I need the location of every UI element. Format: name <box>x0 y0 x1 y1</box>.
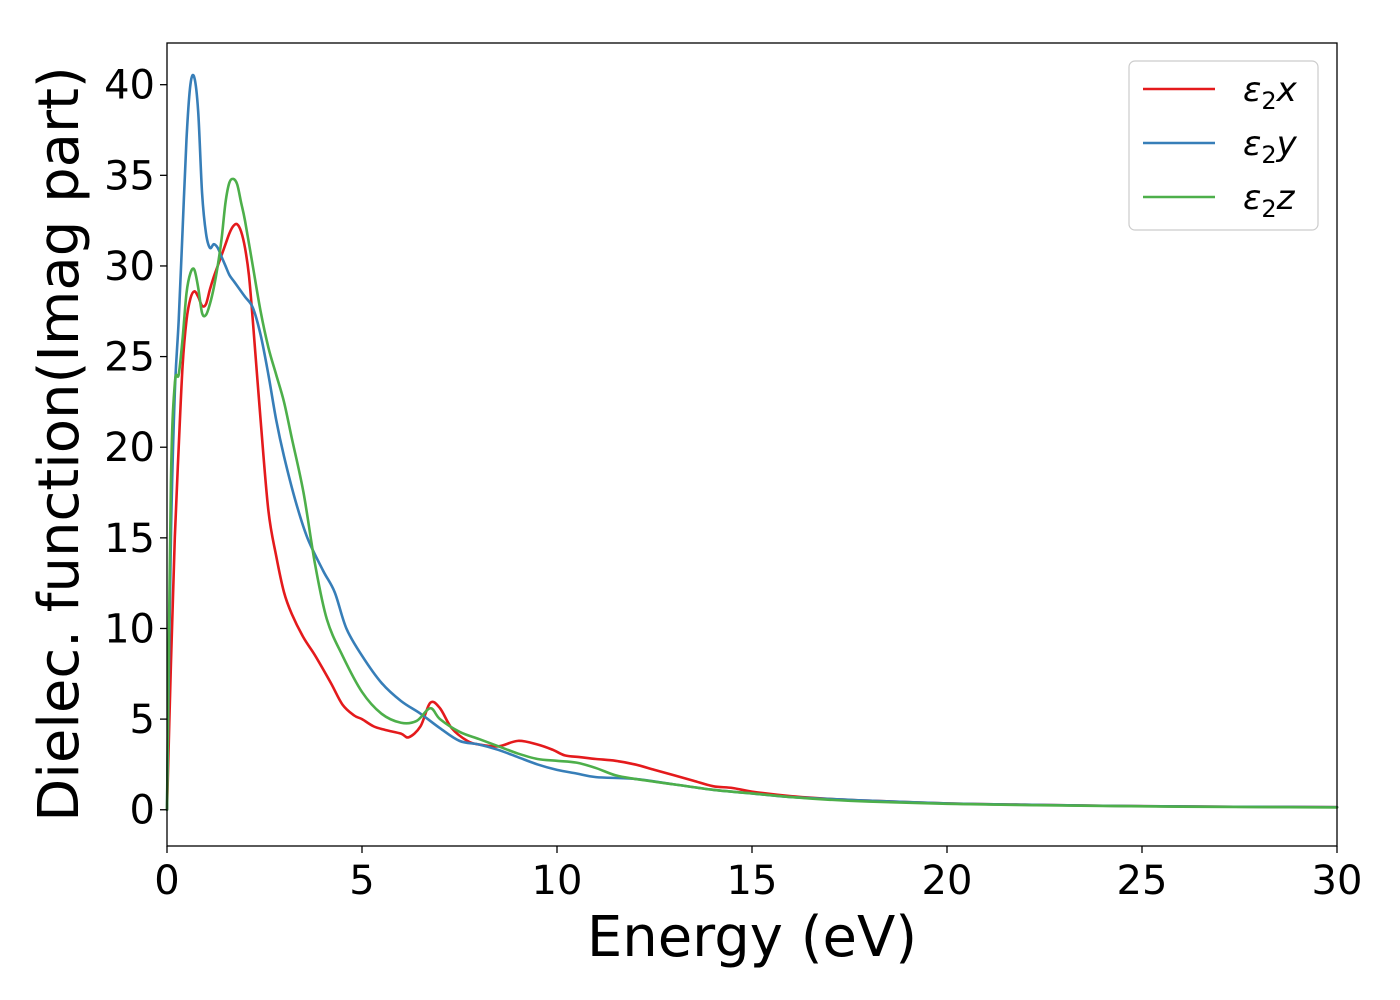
legend-label-x: ε2x <box>1243 70 1298 115</box>
x-axis-label: Energy (eV) <box>587 905 917 970</box>
x-tick-label: 20 <box>922 858 973 904</box>
y-tick-label: 40 <box>104 63 155 109</box>
x-tick-label: 10 <box>532 858 583 904</box>
legend: ε2x ε2y ε2z <box>1128 60 1319 231</box>
y-tick-label: 10 <box>104 606 155 652</box>
x-tick-label: 30 <box>1312 858 1363 904</box>
y-axis-label: Dielec. function(Imag part) <box>27 66 92 822</box>
x-tick-label: 25 <box>1117 858 1168 904</box>
y-tick-label: 30 <box>104 244 155 290</box>
y-axis-ticks: 0 5 10 15 20 25 30 35 40 <box>104 63 167 834</box>
series-line-x <box>165 222 1339 812</box>
x-tick-label: 15 <box>727 858 778 904</box>
y-tick-label: 25 <box>104 335 155 381</box>
y-tick-label: 5 <box>130 697 155 743</box>
x-tick-label: 5 <box>349 858 374 904</box>
legend-label-z: ε2z <box>1243 178 1296 223</box>
x-axis-ticks: 0 5 10 15 20 25 30 <box>154 846 1362 904</box>
x-tick-label: 0 <box>154 858 179 904</box>
y-tick-label: 20 <box>104 425 155 471</box>
y-tick-label: 15 <box>104 516 155 562</box>
legend-box <box>1128 60 1319 231</box>
legend-label-y: ε2y <box>1243 124 1298 169</box>
series-layer <box>165 73 1339 812</box>
series-line-z <box>165 177 1339 812</box>
y-tick-label: 0 <box>130 788 155 834</box>
y-tick-label: 35 <box>104 153 155 199</box>
